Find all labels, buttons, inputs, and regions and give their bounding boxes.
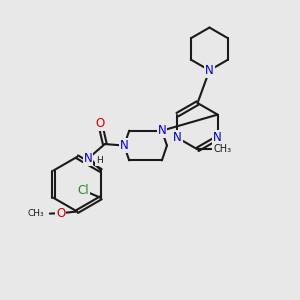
Text: N: N [120,139,128,152]
Text: CH₃: CH₃ [28,209,44,218]
Text: H: H [96,157,103,166]
Text: O: O [95,117,104,130]
Text: N: N [205,64,214,77]
Text: N: N [83,152,92,165]
Text: N: N [213,131,222,144]
Text: O: O [56,206,65,220]
Text: CH₃: CH₃ [213,144,231,154]
Text: N: N [173,131,182,144]
Text: Cl: Cl [78,184,89,196]
Text: N: N [158,124,166,137]
